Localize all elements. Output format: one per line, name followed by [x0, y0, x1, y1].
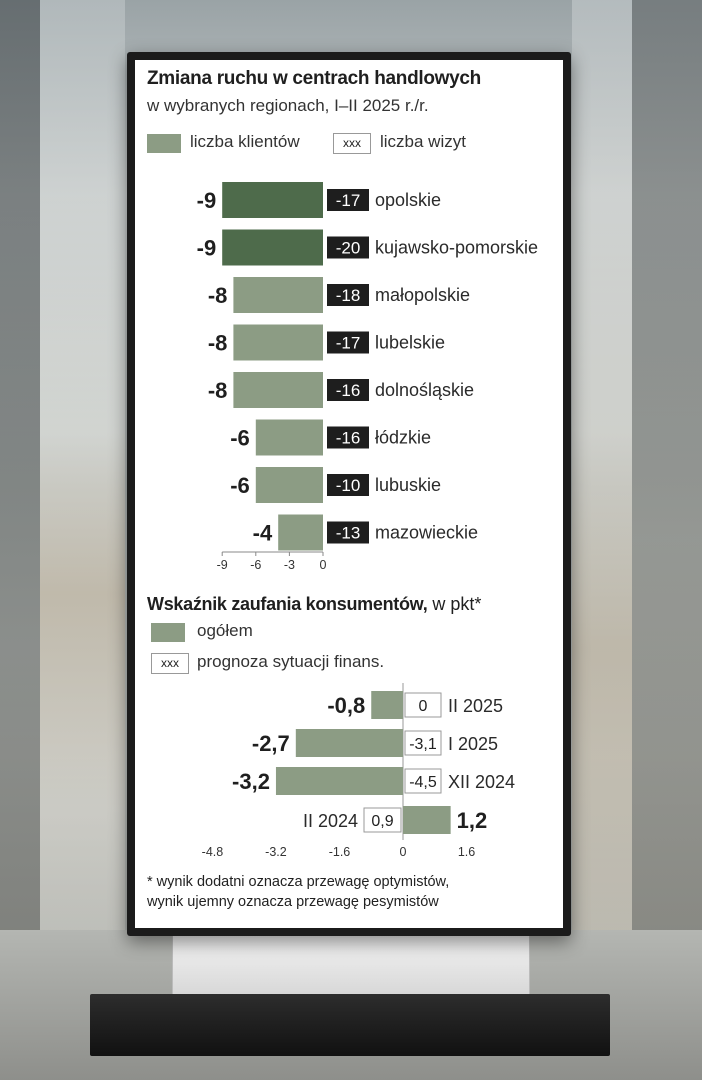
chart2-forecast-box-0	[404, 692, 442, 718]
chart2-title: Wskaźnik zaufania konsumentów, w pkt*	[147, 594, 481, 615]
chart1-bar-7	[278, 514, 323, 551]
chart1-bar-label-1: -9	[197, 236, 217, 261]
chart1-legend-label-visits: liczba wizyt	[380, 132, 466, 151]
chart2-bar-1	[295, 729, 403, 757]
chart2-legend-box-forecast: xxx	[151, 653, 189, 674]
chart2-x-tick-label-3: 0	[400, 845, 407, 859]
kiosk-stand	[172, 936, 530, 996]
background-storefront-right	[572, 0, 632, 1080]
chart2-bar-2	[275, 767, 403, 795]
chart1-category-label-1: kujawsko-pomorskie	[375, 238, 538, 258]
kiosk-base	[90, 994, 610, 1056]
chart1-visit-box-4	[327, 379, 369, 401]
chart2-category-label-2: XII 2024	[448, 772, 515, 792]
chart1-x-tick-label-0: -9	[217, 558, 228, 572]
chart2-footnote-line1: * wynik dodatni oznacza przewagę optymis…	[147, 874, 450, 890]
chart1-visit-box-3	[327, 331, 369, 354]
chart1-legend-label-clients: liczba klientów	[190, 132, 300, 151]
chart2-bar-label-1: -2,7	[252, 731, 290, 756]
chart1-category-label-5: łódzkie	[375, 428, 431, 448]
chart1-visit-label-6: -10	[336, 476, 361, 495]
chart2-bar-label-2: -3,2	[232, 769, 270, 794]
chart1-subtitle: w wybranych regionach, I–II 2025 r./r.	[147, 96, 429, 115]
chart2-title-rest: w pkt*	[427, 594, 482, 614]
chart2-title-bold: Wskaźnik zaufania konsumentów,	[147, 594, 428, 614]
chart2-forecast-box-2	[404, 768, 442, 794]
chart2-legend-label-forecast: prognoza sytuacji finans.	[197, 652, 385, 671]
chart1-title: Zmiana ruchu w centrach handlowych	[147, 68, 481, 89]
chart1-category-label-4: dolnośląskie	[375, 380, 474, 400]
chart1-bar-5	[255, 419, 323, 456]
chart1-x-tick-label-1: -6	[250, 558, 261, 572]
chart1-visit-box-0	[327, 189, 369, 211]
chart1-x-tick-label-3: 0	[320, 558, 327, 572]
chart2-x-tick-label-1: -3.2	[265, 845, 287, 859]
chart1-bar-2	[233, 277, 323, 313]
chart2-bar-label-0: -0,8	[327, 693, 365, 718]
chart1-bar-label-0: -9	[197, 188, 217, 213]
chart2-footnote-line2: wynik ujemny oznacza przewagę pesymistów	[147, 894, 439, 910]
chart1-bar-label-3: -8	[208, 331, 228, 356]
chart1-visit-label-0: -17	[336, 191, 361, 210]
chart2-category-label-1: I 2025	[448, 734, 498, 754]
chart2-legend-swatch-total	[151, 623, 185, 642]
chart1-category-label-7: mazowieckie	[375, 523, 478, 543]
chart1-bar-6	[255, 467, 323, 503]
chart2-forecast-box-1	[404, 730, 442, 756]
chart1-visit-label-1: -20	[336, 239, 361, 258]
chart2-bar-0	[371, 691, 403, 719]
background-wall-left	[0, 0, 40, 1080]
chart1-bar-label-5: -6	[230, 426, 250, 451]
chart1-visit-label-2: -18	[336, 286, 361, 305]
chart1-visit-box-1	[327, 236, 369, 259]
chart1-visit-box-6	[327, 474, 369, 496]
chart1-bar-label-6: -6	[230, 473, 250, 498]
chart1-category-label-0: opolskie	[375, 190, 441, 210]
chart1-bar-label-2: -8	[208, 283, 228, 308]
chart1-legend-box-visits: xxx	[333, 133, 371, 154]
chart1-bar-label-4: -8	[208, 378, 228, 403]
chart1-bar-1	[222, 229, 323, 266]
chart1-category-label-3: lubelskie	[375, 333, 445, 353]
chart2-category-label-3: II 2024	[303, 811, 358, 831]
chart2-x-tick-label-0: -4.8	[202, 845, 224, 859]
chart1-legend-swatch-clients	[147, 134, 181, 153]
chart1-bar-0	[222, 182, 323, 218]
chart2-forecast-label-3: 0,9	[371, 813, 393, 830]
chart1-bar-label-7: -4	[253, 521, 273, 546]
chart1-visit-label-4: -16	[336, 381, 361, 400]
chart1-bar-3	[233, 324, 323, 361]
chart2-category-label-0: II 2025	[448, 696, 503, 716]
chart1-visit-box-7	[327, 521, 369, 544]
chart1-visit-label-7: -13	[336, 524, 361, 543]
chart2-forecast-label-0: 0	[419, 698, 428, 715]
background-wall-right	[632, 0, 702, 1080]
chart2-bar-label-3: 1,2	[457, 808, 488, 833]
chart2-forecast-label-1: -3,1	[409, 736, 437, 753]
chart2-forecast-label-2: -4,5	[409, 774, 437, 791]
chart1-visit-label-5: -16	[336, 429, 361, 448]
chart1-visit-box-5	[327, 426, 369, 449]
chart2-bar-3	[403, 806, 451, 834]
chart2-x-tick-label-2: -1.6	[329, 845, 351, 859]
chart1-bar-4	[233, 372, 323, 408]
chart1-category-label-6: lubuskie	[375, 475, 441, 495]
chart2-x-tick-label-4: 1.6	[458, 845, 475, 859]
chart1-visit-label-3: -17	[336, 334, 361, 353]
chart1-visit-box-2	[327, 284, 369, 306]
chart2-forecast-box-3	[363, 807, 402, 833]
chart2-legend-label-total: ogółem	[197, 621, 253, 640]
chart1-category-label-2: małopolskie	[375, 285, 470, 305]
background-storefront-left	[40, 0, 125, 1080]
chart1-x-tick-label-2: -3	[284, 558, 295, 572]
